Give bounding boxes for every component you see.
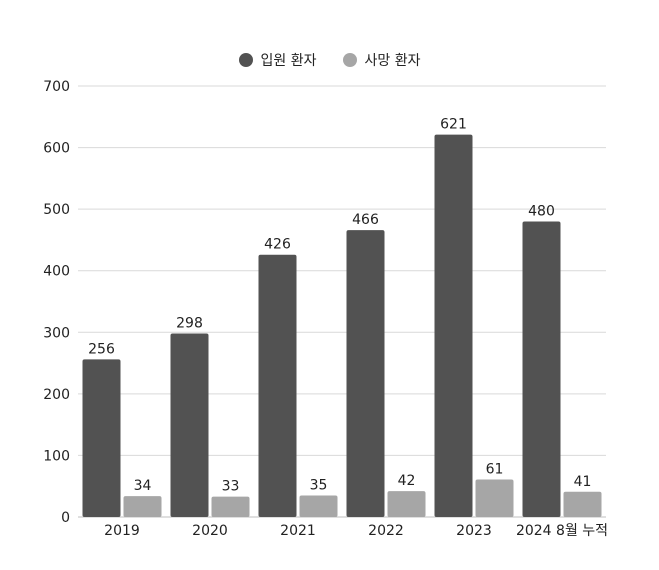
legend-item-deaths: 사망 환자 [342,50,421,70]
bar-admitted-4 [434,134,473,518]
bar-admitted-5 [522,221,561,517]
bar-deaths-3 [387,491,426,517]
y-tick-label-300: 300 [43,325,70,341]
bar-admitted-0 [82,359,121,517]
bar-deaths-1 [211,496,250,517]
data-label-deaths-5: 41 [574,474,592,490]
bar-admitted-3 [346,230,385,517]
x-tick-label-5: 2024 8월 누적 [516,523,608,539]
bar-admitted-2 [258,254,297,517]
legend-swatch-deaths [342,53,357,67]
data-label-admitted-3: 466 [352,212,379,228]
data-label-admitted-1: 298 [176,316,203,332]
data-label-admitted-2: 426 [264,237,291,253]
legend-item-admitted: 입원 환자 [238,50,317,70]
y-tick-label-100: 100 [43,448,70,464]
data-label-deaths-0: 34 [134,478,152,494]
y-tick-label-400: 400 [43,264,70,280]
bar-admitted-1 [170,333,209,517]
legend-label-deaths: 사망 환자 [364,53,421,69]
y-tick-label-600: 600 [43,141,70,157]
legend: 입원 환자 사망 환자 [0,50,659,70]
data-label-admitted-0: 256 [88,341,115,357]
legend-swatch-admitted [238,53,253,67]
y-tick-label-700: 700 [43,79,70,95]
legend-label-admitted: 입원 환자 [260,53,317,69]
data-label-admitted-5: 480 [528,203,555,219]
x-tick-label-4: 2023 [456,523,492,539]
bar-deaths-4 [475,479,514,517]
y-tick-label-500: 500 [43,202,70,218]
bar-deaths-0 [123,496,162,517]
x-tick-label-3: 2022 [368,523,404,539]
x-tick-label-2: 2021 [280,523,316,539]
x-tick-label-1: 2020 [192,523,228,539]
x-tick-label-0: 2019 [104,523,140,539]
data-label-admitted-4: 621 [440,117,467,133]
bar-deaths-5 [563,491,602,517]
data-label-deaths-3: 42 [398,473,416,489]
data-label-deaths-1: 33 [222,479,240,495]
y-tick-label-0: 0 [61,510,70,526]
bar-deaths-2 [299,495,338,517]
data-label-deaths-4: 61 [486,461,504,477]
data-label-deaths-2: 35 [310,477,328,493]
y-tick-label-200: 200 [43,387,70,403]
